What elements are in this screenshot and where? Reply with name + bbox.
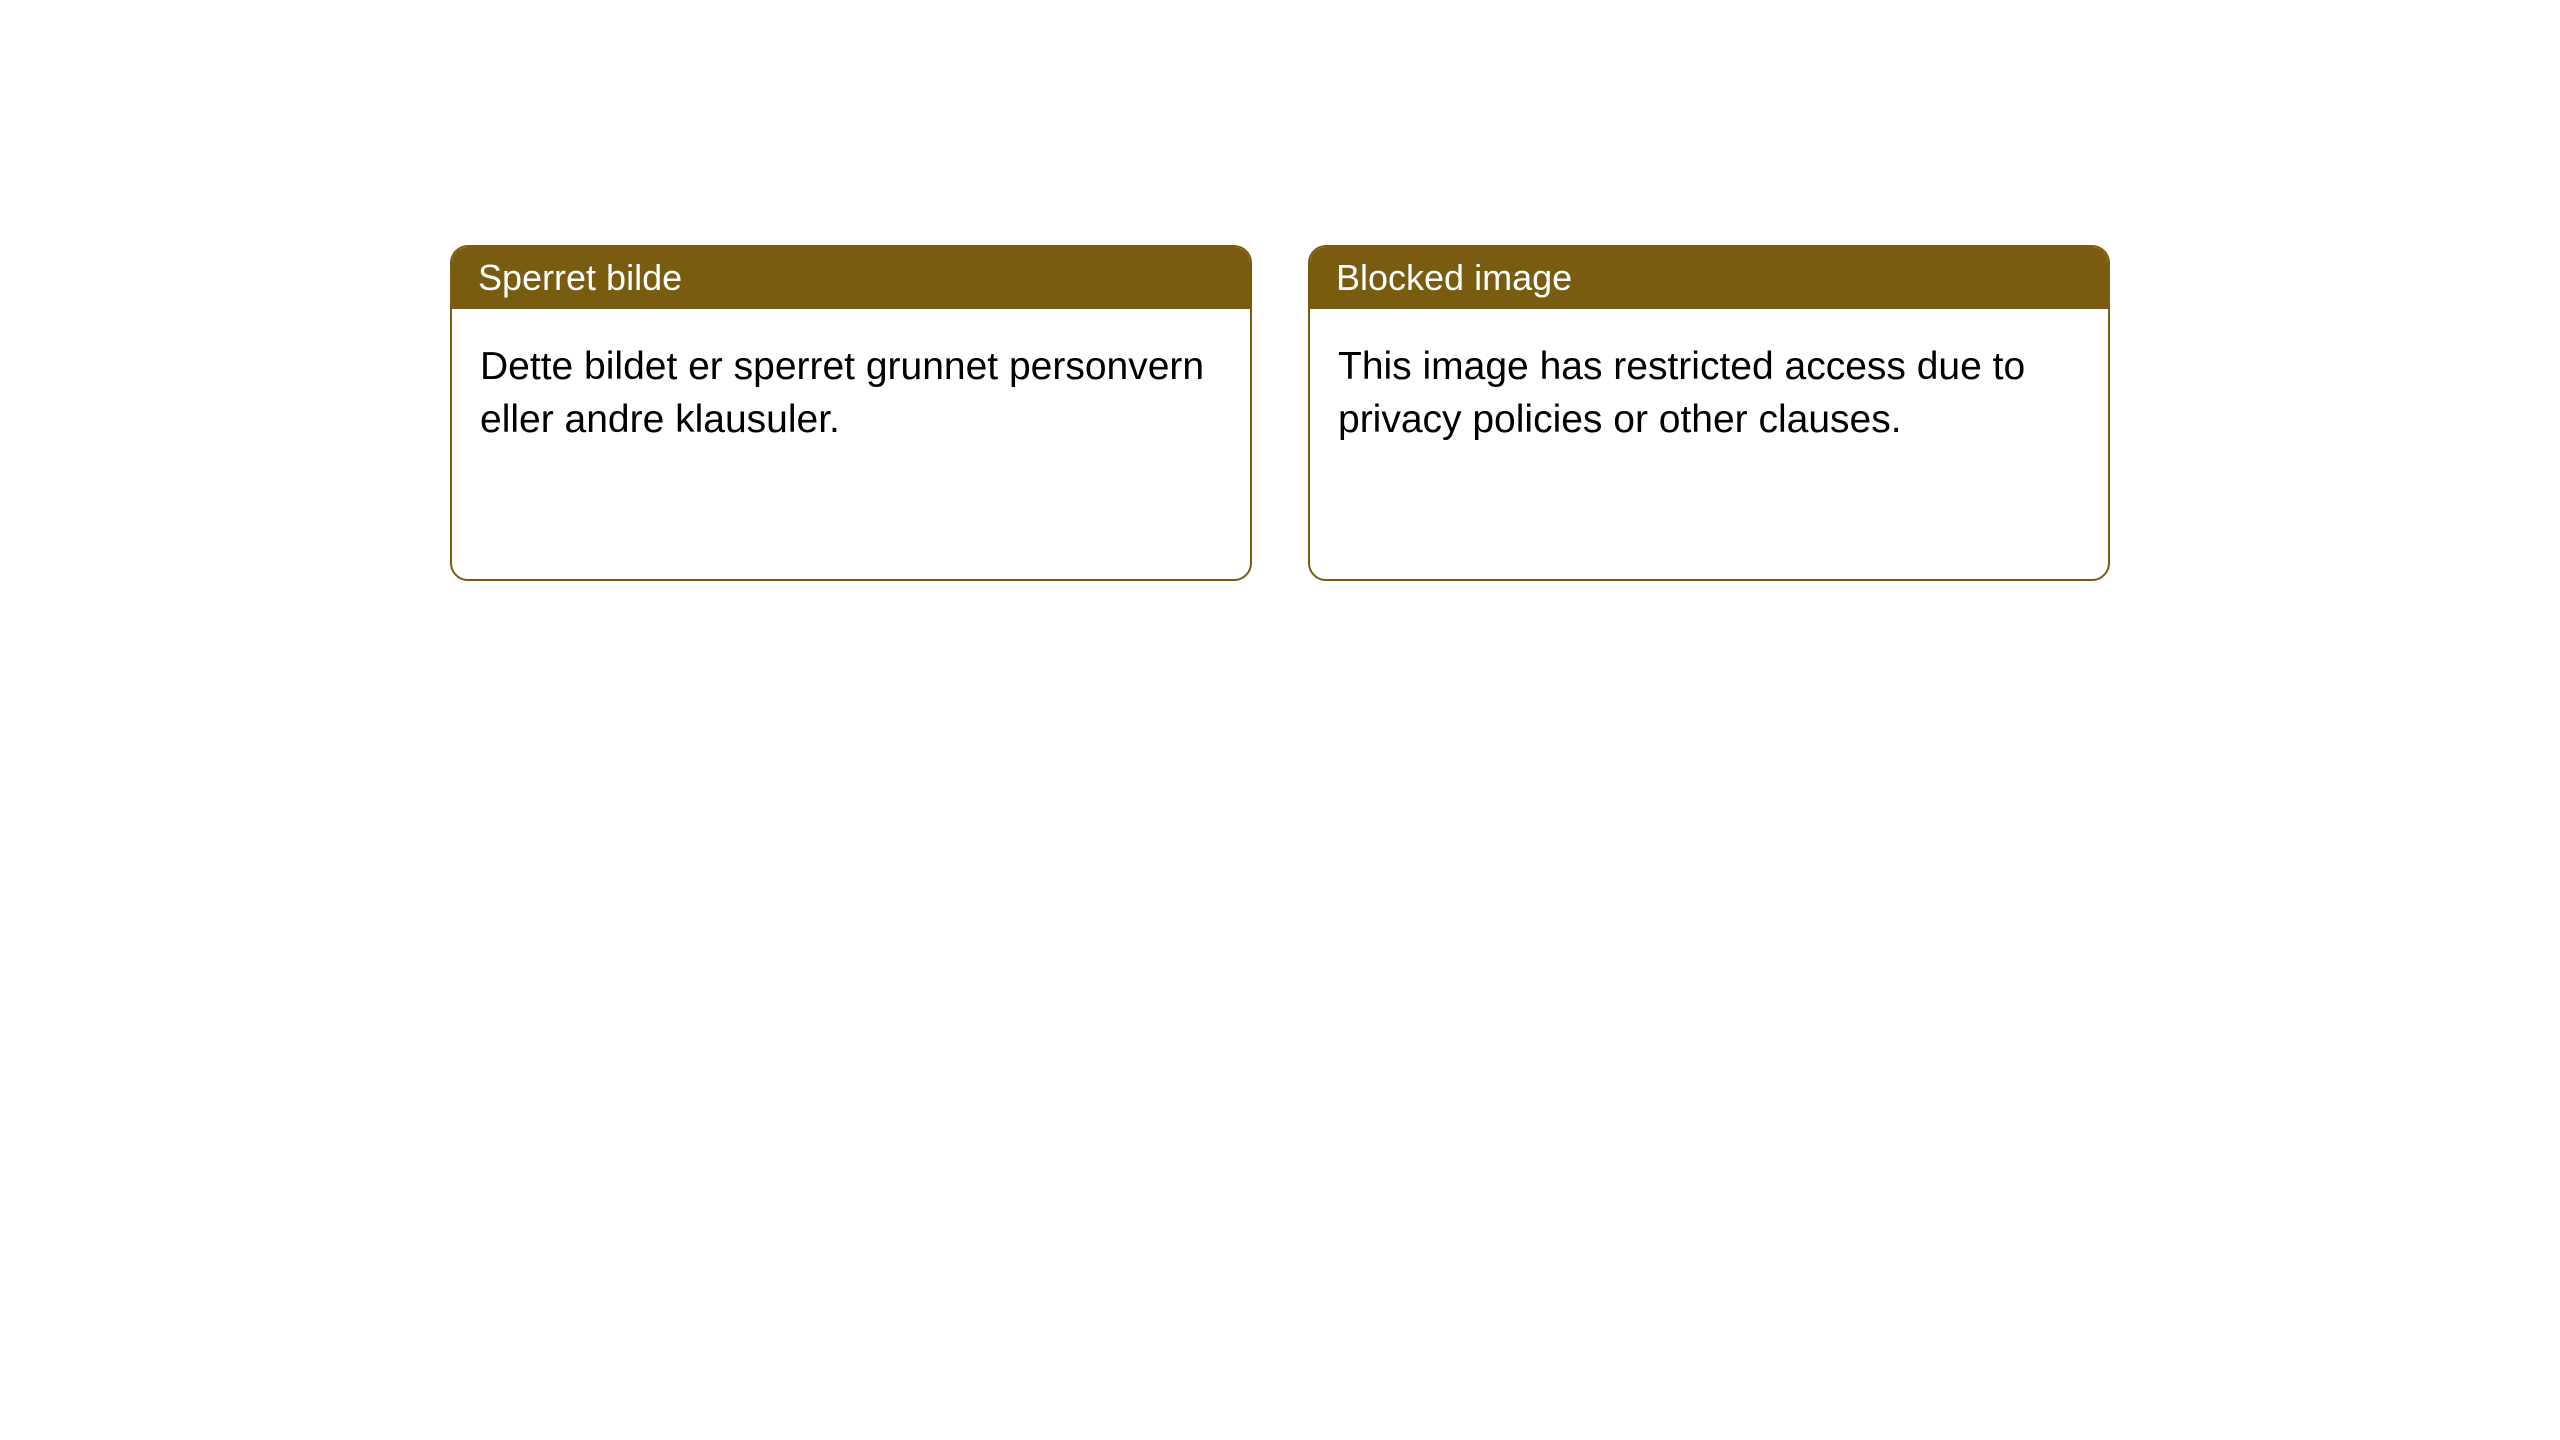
notices-container: Sperret bilde Dette bildet er sperret gr…: [0, 0, 2560, 581]
notice-body-text: Dette bildet er sperret grunnet personve…: [480, 345, 1204, 441]
notice-card-norwegian: Sperret bilde Dette bildet er sperret gr…: [450, 245, 1252, 581]
notice-title: Sperret bilde: [478, 257, 682, 299]
notice-title: Blocked image: [1336, 257, 1572, 299]
notice-body: Dette bildet er sperret grunnet personve…: [452, 309, 1250, 478]
notice-card-english: Blocked image This image has restricted …: [1308, 245, 2110, 581]
notice-header: Blocked image: [1310, 247, 2108, 309]
notice-header: Sperret bilde: [452, 247, 1250, 309]
notice-body-text: This image has restricted access due to …: [1338, 345, 2025, 441]
notice-body: This image has restricted access due to …: [1310, 309, 2108, 478]
